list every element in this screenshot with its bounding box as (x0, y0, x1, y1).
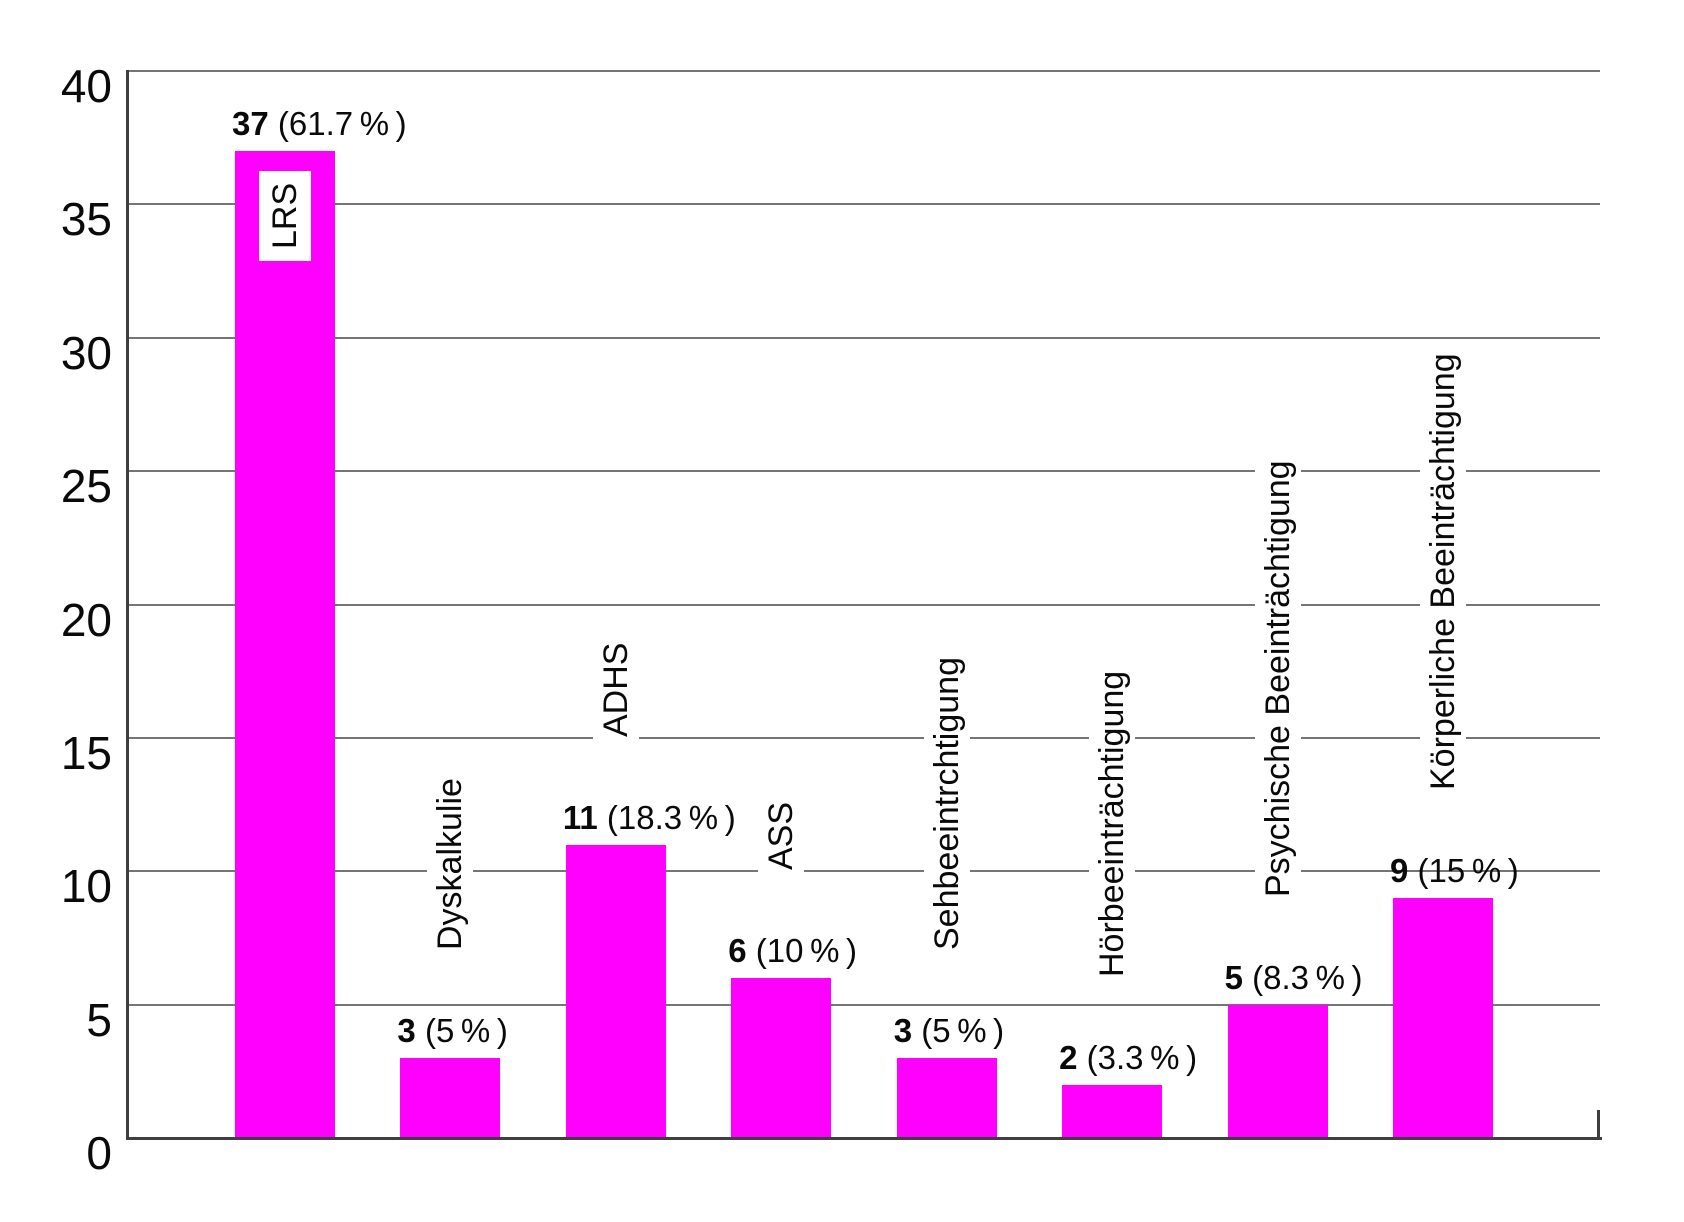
bar-value-label: 5 (8.3 % ) (1225, 958, 1363, 998)
bar-percent: (18.3 % ) (597, 798, 736, 836)
bar-Sehbeeintrchtigung (896, 1057, 997, 1138)
x-axis-line (126, 1137, 1602, 1140)
gridline-35 (128, 203, 1600, 206)
bar-category-label: Sehbeeintrchtigung (923, 648, 970, 958)
bar-category-label: LRS (259, 170, 311, 262)
bar-category-label: Dyskalkulie (427, 770, 474, 958)
bar-value: 3 (397, 1011, 416, 1049)
y-axis-line (126, 70, 129, 1139)
y-axis-label: 20 (60, 593, 112, 646)
bar-value-label: 6 (10 % ) (728, 931, 857, 971)
gridline-40 (128, 70, 1600, 72)
y-axis-label: 5 (86, 993, 112, 1046)
gridline-25 (128, 470, 1600, 473)
bar-Hörbeeinträchtigung (1062, 1084, 1163, 1138)
bar-value: 11 (562, 798, 598, 836)
bar-percent: (5 % ) (415, 1011, 508, 1049)
bar-LRS (235, 151, 335, 1138)
gridline-5 (128, 1003, 1600, 1006)
y-axis-label: 40 (60, 60, 112, 112)
bar-percent: (3.3 % ) (1077, 1038, 1198, 1076)
x-axis-end-tick (1597, 1110, 1600, 1138)
bar-value-label: 11 (18.3 % ) (563, 798, 736, 838)
gridline-10 (128, 870, 1600, 873)
bar-category-label: Körperliche Beeinträchtigung (1420, 345, 1466, 798)
bar-category-label: Psychische Beeinträchtigung (1254, 452, 1301, 905)
bar-percent: (15 % ) (1408, 851, 1519, 889)
bar-percent: (61.7 % ) (268, 105, 407, 143)
bar-value: 2 (1059, 1038, 1078, 1076)
gridline-30 (128, 336, 1600, 339)
y-axis-label: 35 (60, 193, 112, 246)
bar-category-label: ADHS (592, 634, 639, 745)
y-axis-label: 30 (60, 326, 112, 379)
bar-Dyskalkulie (400, 1057, 501, 1138)
bar-Psychische Beeinträchtigung (1227, 1004, 1328, 1138)
bar-value: 9 (1390, 851, 1409, 889)
bar-category-label: Hörbeeinträchtigung (1089, 662, 1136, 985)
bar-percent: (5 % ) (912, 1011, 1005, 1049)
bar-value-label: 2 (3.3 % ) (1059, 1038, 1197, 1078)
bar-value-label: 3 (5 % ) (397, 1011, 507, 1051)
bar-Körperliche Beeinträchtigung (1393, 897, 1493, 1138)
bar-value-label: 37 (61.7 % ) (232, 104, 407, 144)
gridline-20 (128, 603, 1600, 606)
bar-value: 5 (1224, 958, 1243, 996)
bar-value-label: 9 (15 % ) (1390, 851, 1519, 891)
bar-ASS (731, 977, 832, 1138)
y-axis-label: 0 (86, 1127, 112, 1179)
y-axis-label: 10 (60, 860, 112, 913)
bar-value: 6 (728, 931, 747, 969)
bar-value-label: 3 (5 % ) (894, 1011, 1004, 1051)
bar-value: 3 (893, 1011, 913, 1049)
gridline-15 (128, 736, 1600, 739)
bar-category-label: ASS (758, 793, 805, 878)
y-axis-label: 15 (60, 726, 112, 779)
bar-value: 37 (232, 105, 269, 143)
y-axis-label: 25 (60, 460, 112, 513)
bar-ADHS (565, 844, 666, 1138)
bar-percent: (8.3 % ) (1242, 958, 1363, 996)
bar-percent: (10 % ) (746, 931, 858, 969)
